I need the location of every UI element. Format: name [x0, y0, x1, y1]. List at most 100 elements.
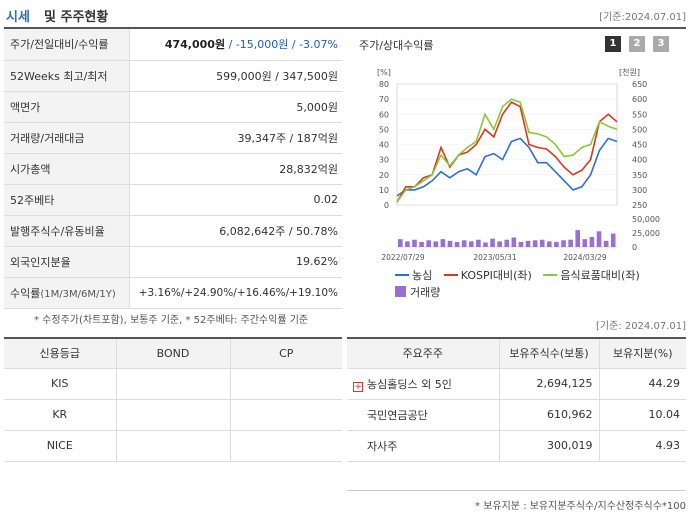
- sep: /: [285, 286, 290, 299]
- row-value: 0.02: [129, 184, 342, 216]
- basis-date-2: [기준: 2024.07.01]: [595, 321, 686, 332]
- volume-bar: [568, 239, 573, 247]
- sep: /: [233, 286, 237, 299]
- section-title-highlight: 시세: [6, 10, 30, 25]
- row-label: 52주베타: [4, 184, 130, 216]
- row-value: 19.62%: [129, 246, 342, 278]
- volume-bars: [398, 230, 616, 247]
- sep: /: [288, 38, 300, 52]
- x-tick-label: 2024/03/29: [563, 253, 606, 262]
- legend-swatch-volume: [395, 286, 406, 297]
- chart-legend: 농심 KOSPI대비(좌) 음식료품대비(좌): [395, 267, 640, 283]
- x-tick-label: 2023/05/31: [473, 253, 516, 262]
- volume-bar: [454, 241, 460, 247]
- chart-page-2-button[interactable]: 2: [629, 36, 645, 52]
- holder-name: 국민연금공단: [347, 399, 500, 431]
- row-value: 6,082,642주 / 50.78%: [129, 215, 342, 247]
- volume-bar: [547, 241, 552, 247]
- volume-bar: [575, 230, 581, 247]
- volume-bar: [461, 240, 467, 247]
- table-row: 국민연금공단 610,962 10.04: [347, 399, 686, 431]
- left-tick-label: 50: [379, 125, 389, 134]
- table-header-row: 주요주주 보유주식수(보통) 보유지분(%): [347, 338, 686, 369]
- table-row: NICE: [4, 430, 342, 462]
- header-divider: [4, 27, 686, 29]
- agency-name: KR: [4, 399, 117, 431]
- right-tick-label: 650: [632, 80, 647, 89]
- row-label: 52Weeks 최고/최저: [4, 60, 130, 92]
- col-header: 보유주식수(보통): [499, 338, 600, 369]
- current-price: 474,000원: [164, 38, 226, 52]
- legend-label-kospi: KOSPI대비(좌): [460, 269, 532, 282]
- row-label: 주가/전일대비/수익률: [4, 29, 130, 61]
- volume-bar: [596, 231, 602, 247]
- return-1m: +3.16%: [138, 286, 181, 299]
- legend-label-volume: 거래량: [410, 286, 441, 299]
- holder-name-text: 농심홀딩스 외 5인: [367, 377, 452, 391]
- expand-icon[interactable]: +: [353, 381, 363, 392]
- right-tick-label: 550: [632, 110, 647, 119]
- col-header: 주요주주: [347, 338, 500, 369]
- volume-bar: [468, 241, 474, 247]
- holder-pct: 4.93: [599, 430, 686, 462]
- table-row: 시가총액 28,832억원: [4, 153, 342, 185]
- table-row: 52Weeks 최고/최저 599,000원 / 347,500원: [4, 60, 342, 92]
- table-row: 주가/전일대비/수익률 474,000원 / -15,000원 / -3.07%: [4, 29, 342, 61]
- volume-bar: [497, 241, 502, 247]
- volume-bar: [447, 240, 453, 247]
- quote-info-table: 주가/전일대비/수익률 474,000원 / -15,000원 / -3.07%…: [4, 29, 342, 309]
- chart-page-1-button[interactable]: 1: [605, 36, 621, 52]
- table-row: 52주베타 0.02: [4, 184, 342, 216]
- agency-name: KIS: [4, 368, 117, 400]
- table-row: 발행주식수/유동비율 6,082,642주 / 50.78%: [4, 215, 342, 247]
- return-3m: +24.90%: [184, 286, 234, 299]
- left-tick-label: 20: [379, 171, 389, 180]
- table-row: KR: [4, 399, 342, 431]
- legend-swatch-stock: [395, 274, 409, 276]
- volume-bar: [419, 241, 424, 247]
- holder-name: + 농심홀딩스 외 5인: [347, 368, 500, 400]
- cp-rating: [230, 430, 342, 462]
- chart-page-3-button[interactable]: 3: [653, 36, 669, 52]
- volume-bar: [532, 240, 538, 247]
- row-value: 39,347주 / 187억원: [129, 122, 342, 154]
- row-label: 거래량/거래대금: [4, 122, 130, 154]
- return-6m: +16.46%: [236, 286, 286, 299]
- col-header: CP: [230, 338, 342, 369]
- agency-name: NICE: [4, 430, 117, 462]
- volume-bar: [539, 239, 545, 247]
- col-header: BOND: [116, 338, 231, 369]
- price-change-value: 474,000원 / -15,000원 / -3.07%: [129, 29, 342, 61]
- right-tick-label: 400: [632, 156, 647, 165]
- legend-swatch-food: [543, 274, 558, 276]
- left-axis-ticks: 0 10 20 30 40 50 60 70 80: [379, 80, 389, 210]
- table-header-row: 신용등급 BOND CP: [4, 338, 342, 369]
- volume-bar: [483, 242, 488, 247]
- left-tick-label: 0: [384, 201, 389, 210]
- volume-bar: [440, 239, 446, 247]
- volume-tick-label: 25,000: [632, 229, 660, 238]
- row-label: 수익률(1M/3M/6M/1Y): [4, 277, 130, 309]
- section-title: 및 주주현황: [44, 10, 109, 25]
- table-row: 자사주 300,019 4.93: [347, 430, 686, 462]
- bond-rating: [116, 399, 231, 431]
- bond-rating: [116, 430, 231, 462]
- return-1y: +19.10%: [289, 286, 338, 299]
- holder-shares: 2,694,125: [499, 368, 600, 400]
- series-line: [396, 98, 618, 203]
- chart-lines: [396, 98, 618, 203]
- right-tick-label: 300: [632, 186, 647, 195]
- volume-tick-label: 50,000: [632, 215, 660, 224]
- row-value: 5,000원: [129, 91, 342, 123]
- left-tick-label: 10: [379, 186, 389, 195]
- table-row: + 농심홀딩스 외 5인 2,694,125 44.29: [347, 368, 686, 400]
- volume-bar: [504, 239, 510, 247]
- table-row: 수익률(1M/3M/6M/1Y) +3.16%/+24.90%/+16.46%/…: [4, 277, 342, 309]
- cp-rating: [230, 368, 342, 400]
- holder-pct: 44.29: [599, 368, 686, 400]
- volume-axis-ticks: 50,000 25,000 0: [632, 215, 660, 252]
- volume-bar: [426, 240, 431, 247]
- legend-label-food: 음식료품대비(좌): [560, 269, 640, 282]
- left-tick-label: 60: [379, 110, 389, 119]
- x-axis-ticks: 2022/07/29 2023/05/31 2024/03/29: [381, 253, 606, 262]
